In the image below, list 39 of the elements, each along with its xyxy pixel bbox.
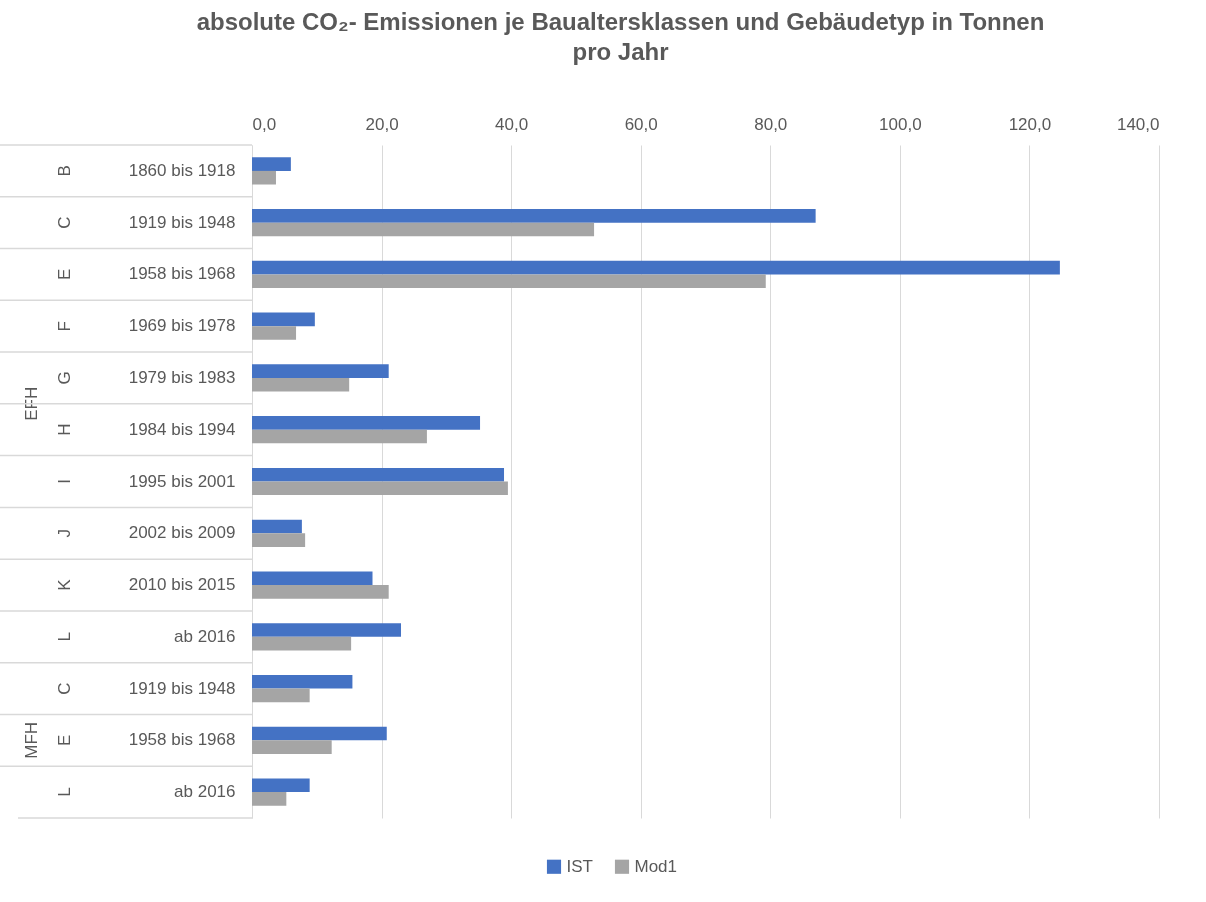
y-tick-label: 2010 bis 2015 bbox=[128, 575, 236, 595]
y-tick-label: 1860 bis 1918 bbox=[128, 160, 236, 180]
text: E bbox=[55, 734, 74, 747]
y-tick-label: 1919 bis 1948 bbox=[128, 678, 236, 698]
text: C bbox=[55, 216, 74, 229]
y-tick-label: ab 2016 bbox=[174, 782, 236, 802]
text: J bbox=[55, 529, 74, 538]
y-tick-label: 1919 bis 1948 bbox=[128, 212, 236, 232]
x-tick-label: 80,0 bbox=[754, 114, 788, 134]
text: C bbox=[55, 682, 74, 695]
text: L bbox=[55, 632, 74, 642]
y-tick-label: 1958 bis 1968 bbox=[128, 730, 236, 750]
y-tick-label: 1979 bis 1983 bbox=[128, 367, 236, 387]
y-tick-label: 1958 bis 1968 bbox=[128, 264, 236, 284]
text: E bbox=[55, 268, 74, 281]
legend-label: Mod1 bbox=[634, 856, 678, 876]
text: MFH bbox=[22, 721, 41, 759]
y-tick-label: 1969 bis 1978 bbox=[128, 316, 236, 336]
x-tick-label: 40,0 bbox=[495, 114, 529, 134]
text: K bbox=[55, 578, 74, 591]
x-tick-label: 140,0 bbox=[1116, 114, 1160, 134]
legend-label: IST bbox=[566, 856, 593, 876]
text: EFH bbox=[22, 386, 41, 421]
text: I bbox=[55, 479, 74, 484]
x-tick-label: 60,0 bbox=[624, 114, 658, 134]
y-tick-label: 2002 bis 2009 bbox=[128, 523, 236, 543]
text: L bbox=[55, 787, 74, 797]
text: B bbox=[55, 165, 74, 177]
text: F bbox=[55, 321, 74, 332]
y-tick-label: ab 2016 bbox=[174, 626, 236, 646]
text: G bbox=[55, 371, 74, 385]
y-tick-label: 1995 bis 2001 bbox=[128, 471, 236, 491]
y-tick-label: 1984 bis 1994 bbox=[128, 419, 236, 439]
chart-title: absolute CO₂- Emissionen je Baualtersklassen und Gebäudetyp in Tonnen pro Jahr bbox=[196, 8, 1045, 65]
x-tick-label: 0,0 bbox=[252, 114, 277, 134]
text: H bbox=[55, 423, 74, 436]
x-tick-label: 20,0 bbox=[365, 114, 399, 134]
x-tick-label: 120,0 bbox=[1008, 114, 1052, 134]
x-tick-label: 100,0 bbox=[879, 114, 922, 134]
